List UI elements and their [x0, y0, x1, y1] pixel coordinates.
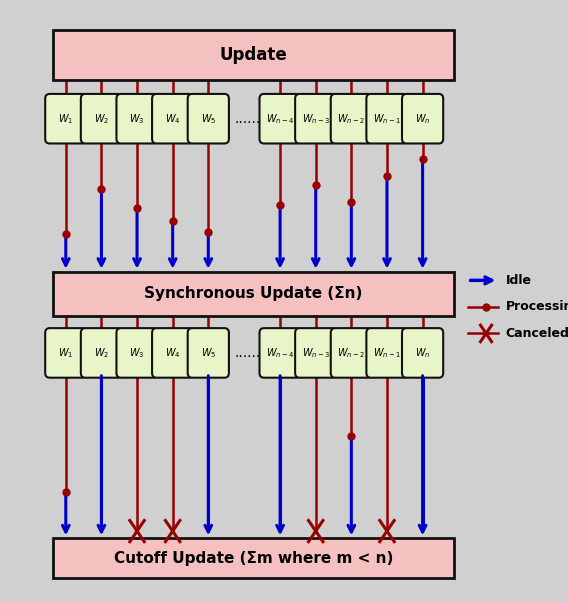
Text: $W_2$: $W_2$ [94, 112, 109, 126]
FancyBboxPatch shape [45, 328, 86, 377]
FancyBboxPatch shape [53, 272, 454, 315]
FancyBboxPatch shape [331, 328, 372, 377]
Text: $W_{n-3}$: $W_{n-3}$ [302, 112, 330, 126]
Text: Canceled: Canceled [506, 327, 568, 340]
Text: $W_{n-4}$: $W_{n-4}$ [266, 346, 294, 360]
FancyBboxPatch shape [366, 328, 408, 377]
FancyBboxPatch shape [116, 94, 158, 143]
Text: $W_1$: $W_1$ [58, 346, 73, 360]
Text: $W_5$: $W_5$ [201, 346, 216, 360]
Text: $W_{n-2}$: $W_{n-2}$ [337, 112, 365, 126]
FancyBboxPatch shape [187, 328, 229, 377]
Text: ......: ...... [235, 112, 261, 126]
Text: $W_{n-3}$: $W_{n-3}$ [302, 346, 330, 360]
FancyBboxPatch shape [366, 94, 408, 143]
FancyBboxPatch shape [187, 94, 229, 143]
Text: Cutoff Update (Σm where m < n): Cutoff Update (Σm where m < n) [114, 551, 393, 566]
Text: $W_1$: $W_1$ [58, 112, 73, 126]
FancyBboxPatch shape [402, 94, 443, 143]
FancyBboxPatch shape [53, 29, 454, 79]
FancyBboxPatch shape [295, 328, 336, 377]
FancyBboxPatch shape [331, 94, 372, 143]
FancyBboxPatch shape [53, 538, 454, 579]
Text: $W_3$: $W_3$ [130, 346, 145, 360]
FancyBboxPatch shape [116, 328, 158, 377]
Text: $W_5$: $W_5$ [201, 112, 216, 126]
Text: Processing: Processing [506, 300, 568, 314]
FancyBboxPatch shape [260, 94, 300, 143]
Text: $W_{n-1}$: $W_{n-1}$ [373, 112, 401, 126]
FancyBboxPatch shape [81, 328, 122, 377]
FancyBboxPatch shape [81, 94, 122, 143]
FancyBboxPatch shape [152, 94, 193, 143]
Text: Synchronous Update (Σn): Synchronous Update (Σn) [144, 286, 362, 301]
Text: $W_{n-2}$: $W_{n-2}$ [337, 346, 365, 360]
Text: Update: Update [219, 46, 287, 64]
Text: $W_3$: $W_3$ [130, 112, 145, 126]
Text: $W_n$: $W_n$ [415, 346, 431, 360]
FancyBboxPatch shape [295, 94, 336, 143]
Text: $W_{n-4}$: $W_{n-4}$ [266, 112, 294, 126]
FancyBboxPatch shape [402, 328, 443, 377]
Text: Idle: Idle [506, 274, 532, 287]
FancyBboxPatch shape [45, 94, 86, 143]
Text: $W_{n-1}$: $W_{n-1}$ [373, 346, 401, 360]
FancyBboxPatch shape [260, 328, 300, 377]
Text: $W_n$: $W_n$ [415, 112, 431, 126]
Text: $W_4$: $W_4$ [165, 112, 181, 126]
Text: ......: ...... [235, 346, 261, 360]
FancyBboxPatch shape [152, 328, 193, 377]
Text: $W_4$: $W_4$ [165, 346, 181, 360]
Text: $W_2$: $W_2$ [94, 346, 109, 360]
